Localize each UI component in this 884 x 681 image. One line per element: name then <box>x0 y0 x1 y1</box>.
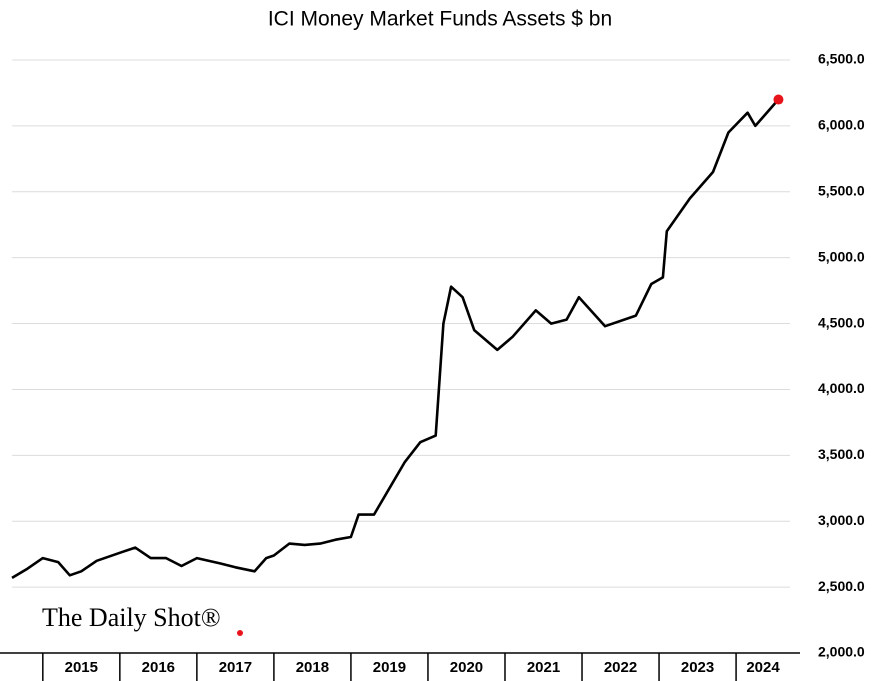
y-tick-label: 6,500.0 <box>818 51 865 67</box>
y-tick-label: 5,500.0 <box>818 182 865 198</box>
x-tick-label: 2021 <box>527 659 560 676</box>
x-tick-label: 2015 <box>65 659 98 676</box>
y-tick-label: 2,500.0 <box>818 578 865 594</box>
last-point <box>773 94 784 105</box>
x-tick-label: 2020 <box>450 659 483 676</box>
watermark: The Daily Shot® <box>42 603 221 632</box>
y-tick-label: 4,000.0 <box>818 380 865 396</box>
x-tick-label: 2022 <box>604 659 637 676</box>
y-tick-label: 2,000.0 <box>818 644 865 660</box>
x-tick-label: 2019 <box>373 659 406 676</box>
x-tick-label: 2016 <box>142 659 175 676</box>
x-tick-label: 2017 <box>219 659 252 676</box>
x-tick-label: 2024 <box>746 659 780 676</box>
watermark-dot <box>237 630 243 636</box>
x-tick-label: 2023 <box>681 659 714 676</box>
y-tick-label: 3,000.0 <box>818 512 865 528</box>
y-tick-label: 5,000.0 <box>818 248 865 264</box>
y-tick-label: 6,000.0 <box>818 117 865 133</box>
y-tick-label: 3,500.0 <box>818 446 865 462</box>
y-tick-label: 4,500.0 <box>818 314 865 330</box>
line <box>11 98 780 580</box>
x-tick-label: 2018 <box>296 659 329 676</box>
chart-title: ICI Money Market Funds Assets $ bn <box>268 8 612 31</box>
